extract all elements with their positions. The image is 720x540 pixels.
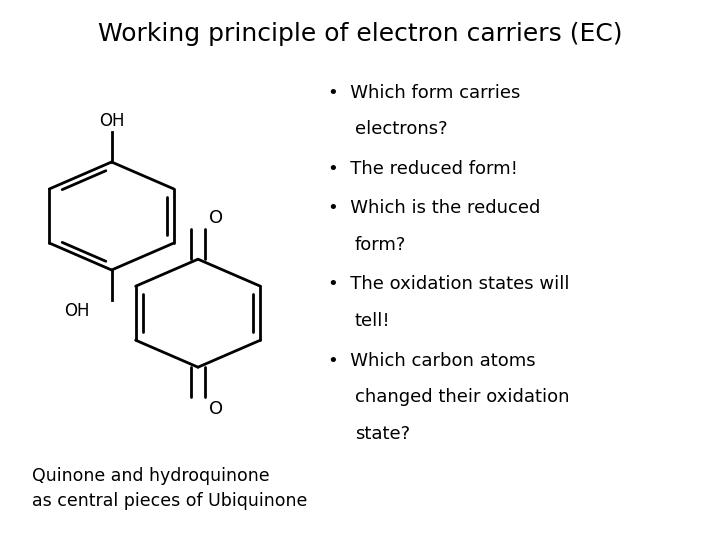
Text: O: O xyxy=(209,400,223,417)
Text: •  Which carbon atoms: • Which carbon atoms xyxy=(328,352,535,369)
Text: form?: form? xyxy=(355,236,406,254)
Text: OH: OH xyxy=(65,302,90,320)
Text: •  The oxidation states will: • The oxidation states will xyxy=(328,275,569,293)
Text: state?: state? xyxy=(355,425,410,443)
Text: •  Which form carries: • Which form carries xyxy=(328,84,520,102)
Text: changed their oxidation: changed their oxidation xyxy=(355,388,570,406)
Text: OH: OH xyxy=(99,112,125,130)
Text: electrons?: electrons? xyxy=(355,120,448,138)
Text: O: O xyxy=(209,209,223,227)
Text: •  Which is the reduced: • Which is the reduced xyxy=(328,199,540,217)
Text: tell!: tell! xyxy=(355,312,390,330)
Text: Working principle of electron carriers (EC): Working principle of electron carriers (… xyxy=(98,22,622,45)
Text: Quinone and hydroquinone
as central pieces of Ubiquinone: Quinone and hydroquinone as central piec… xyxy=(32,467,307,510)
Text: •  The reduced form!: • The reduced form! xyxy=(328,160,518,178)
